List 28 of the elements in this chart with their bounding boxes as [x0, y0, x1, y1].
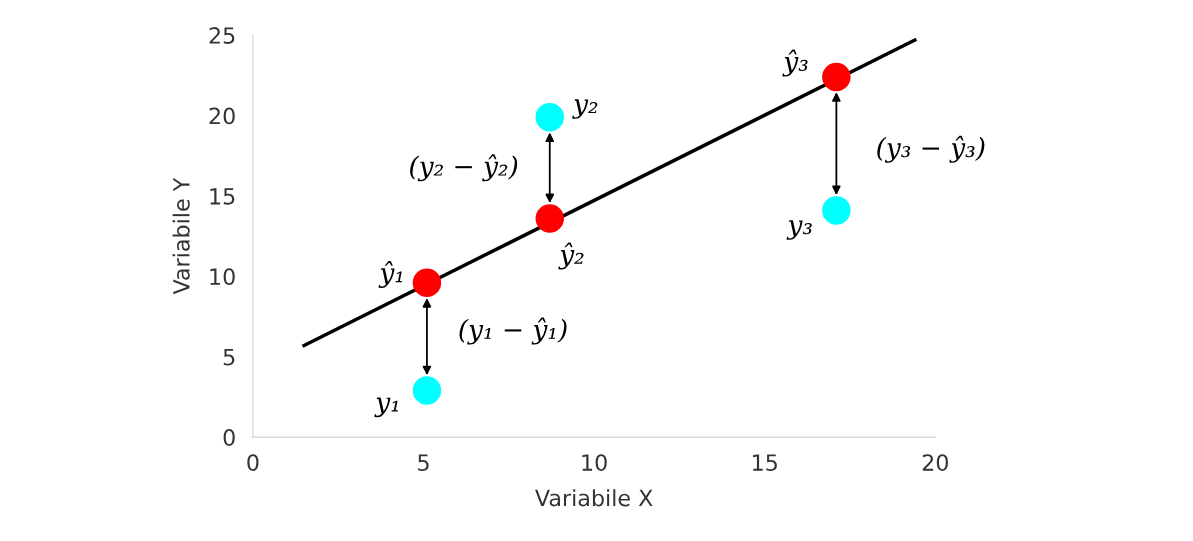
x-axis-title: Variabile X [535, 489, 653, 507]
annotation: y₃ [786, 220, 812, 240]
annotation: (y₃ − ŷ₃) [877, 135, 985, 163]
y-tick-label: 5 [223, 348, 235, 366]
annotation: y₁ [374, 397, 398, 418]
x-tick-label: 0 [247, 454, 259, 471]
y-tick-label: 25 [209, 27, 235, 44]
y-tick-label: 20 [209, 107, 235, 125]
x-tick-label: 5 [418, 454, 429, 471]
annotation: y₂ [572, 99, 598, 119]
y-axis-title: Variabile Y [172, 177, 190, 295]
x-tick-label: 20 [922, 454, 948, 471]
x-tick-label: 15 [753, 454, 777, 471]
annotation: ŷ₁ [378, 260, 403, 288]
point [412, 268, 442, 298]
annotation: (y₂ − ŷ₂) [410, 154, 518, 182]
y-tick-label: 10 [210, 268, 235, 286]
y-tick-label: 0 [223, 429, 235, 446]
point [822, 196, 851, 225]
point [535, 102, 564, 132]
annotation: ŷ₃ [782, 49, 808, 77]
point [822, 62, 851, 92]
point [412, 376, 442, 405]
point [535, 204, 564, 233]
annotation: ŷ₂ [558, 242, 584, 270]
x-tick-label: 10 [582, 454, 607, 471]
annotation: (y₁ − ŷ₁) [459, 317, 567, 345]
y-tick-label: 15 [210, 188, 235, 205]
